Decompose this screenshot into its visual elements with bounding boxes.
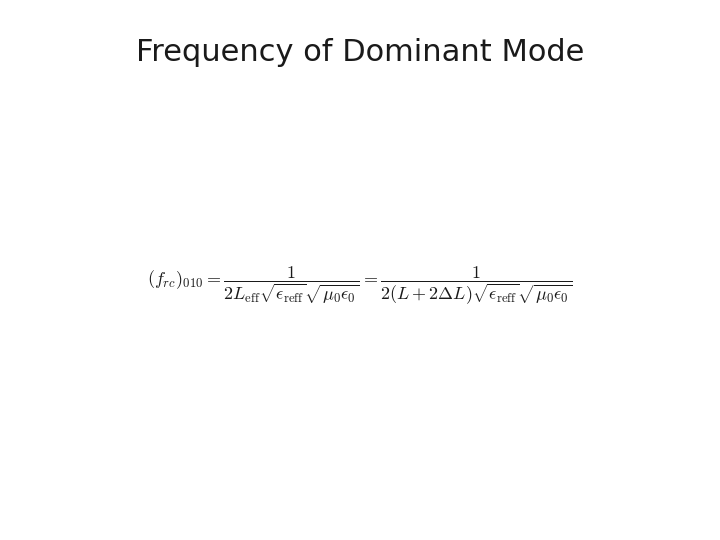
Text: Frequency of Dominant Mode: Frequency of Dominant Mode bbox=[136, 38, 584, 67]
Text: $(f_{rc})_{010} = \dfrac{1}{2L_{\rm eff}\sqrt{\epsilon_{\rm reff}}\sqrt{\mu_0\ep: $(f_{rc})_{010} = \dfrac{1}{2L_{\rm eff}… bbox=[147, 265, 573, 307]
